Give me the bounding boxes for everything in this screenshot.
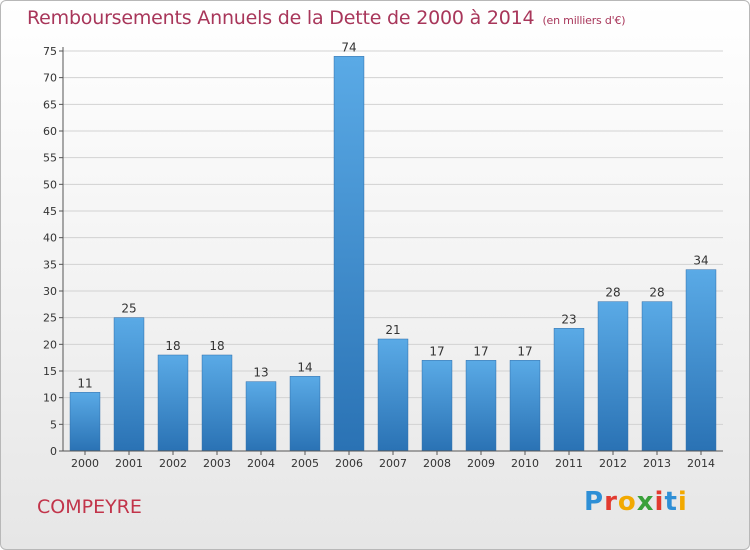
bar-value-label: 18 [209, 339, 224, 353]
x-tick-label: 2013 [643, 457, 671, 470]
bar-value-label: 17 [473, 344, 488, 358]
y-tick-label: 10 [43, 392, 57, 405]
y-tick-label: 45 [43, 205, 57, 218]
bar-2003 [201, 354, 233, 452]
x-tick-label: 2002 [159, 457, 187, 470]
bar-2011 [553, 328, 585, 452]
logo-letter: i [654, 487, 665, 517]
chart-title: Remboursements Annuels de la Dette de 20… [27, 7, 626, 29]
x-tick-label: 2011 [555, 457, 583, 470]
x-tick-label: 2000 [71, 457, 99, 470]
bar-2006 [333, 56, 365, 452]
bar-2002 [157, 354, 189, 452]
chart-unit: (en milliers d'€) [542, 14, 626, 27]
y-tick-label: 50 [43, 178, 57, 191]
x-tick-label: 2014 [687, 457, 715, 470]
y-tick-label: 25 [43, 312, 57, 325]
logo-letter: r [604, 487, 618, 517]
bar-2005 [289, 376, 321, 452]
logo-letter: t [664, 487, 678, 517]
bar-2004 [245, 381, 277, 452]
bar-value-label: 25 [121, 302, 136, 316]
y-tick-label: 5 [50, 418, 57, 431]
x-tick-label: 2009 [467, 457, 495, 470]
y-tick-label: 0 [50, 445, 57, 458]
bar-value-label: 17 [517, 344, 532, 358]
axes: 0 5 10 15 20 25 30 35 40 45 50 55 60 65 70 75 2000 2001 20… [43, 45, 723, 470]
x-tick-label: 2010 [511, 457, 539, 470]
y-tick-label: 70 [43, 72, 57, 85]
y-tick-label: 60 [43, 125, 57, 138]
logo-letter: P [584, 487, 605, 517]
bar-2010 [509, 360, 541, 452]
x-tick-label: 2004 [247, 457, 275, 470]
bar-value-label: 11 [77, 376, 92, 390]
y-tick-label: 15 [43, 365, 57, 378]
x-tick-label: 2003 [203, 457, 231, 470]
y-tick-label: 35 [43, 258, 57, 271]
y-tick-label: 65 [43, 98, 57, 111]
bar-value-label: 74 [341, 40, 356, 54]
y-tick-label: 75 [43, 45, 57, 58]
bar-2013 [641, 301, 673, 452]
bar-2008 [421, 360, 453, 452]
bars: 11 25 18 18 13 14 74 21 17 17 17 23 28 28 34 [69, 40, 717, 452]
bar-value-label: 23 [561, 312, 576, 326]
bar-value-label: 28 [605, 286, 620, 300]
logo-letter: x [636, 487, 655, 517]
bar-value-label: 17 [429, 344, 444, 358]
y-tick-label: 30 [43, 285, 57, 298]
bar-2000 [69, 392, 101, 452]
bar-2012 [597, 301, 629, 452]
bar-2014 [685, 269, 717, 452]
chart-title-text: Remboursements Annuels de la Dette de 20… [27, 7, 535, 29]
x-tick-label: 2008 [423, 457, 451, 470]
bar-value-label: 28 [649, 286, 664, 300]
logo-letter: i [677, 487, 688, 517]
x-tick-label: 2001 [115, 457, 143, 470]
bar-value-label: 18 [165, 339, 180, 353]
proxiti-logo: Proxiti [584, 487, 688, 517]
bar-2001 [113, 317, 145, 452]
y-tick-label: 40 [43, 232, 57, 245]
y-tick-label: 55 [43, 152, 57, 165]
bar-2009 [465, 360, 497, 452]
bar-value-label: 21 [385, 323, 400, 337]
x-tick-label: 2012 [599, 457, 627, 470]
commune-name: COMPEYRE [37, 496, 142, 518]
y-tick-label: 20 [43, 338, 57, 351]
bar-value-label: 14 [297, 360, 312, 374]
x-tick-label: 2006 [335, 457, 363, 470]
bar-value-label: 34 [693, 254, 708, 268]
logo-letter: o [617, 487, 637, 517]
x-tick-label: 2007 [379, 457, 407, 470]
x-tick-label: 2005 [291, 457, 319, 470]
bar-2007 [377, 338, 409, 452]
bar-value-label: 13 [253, 366, 268, 380]
